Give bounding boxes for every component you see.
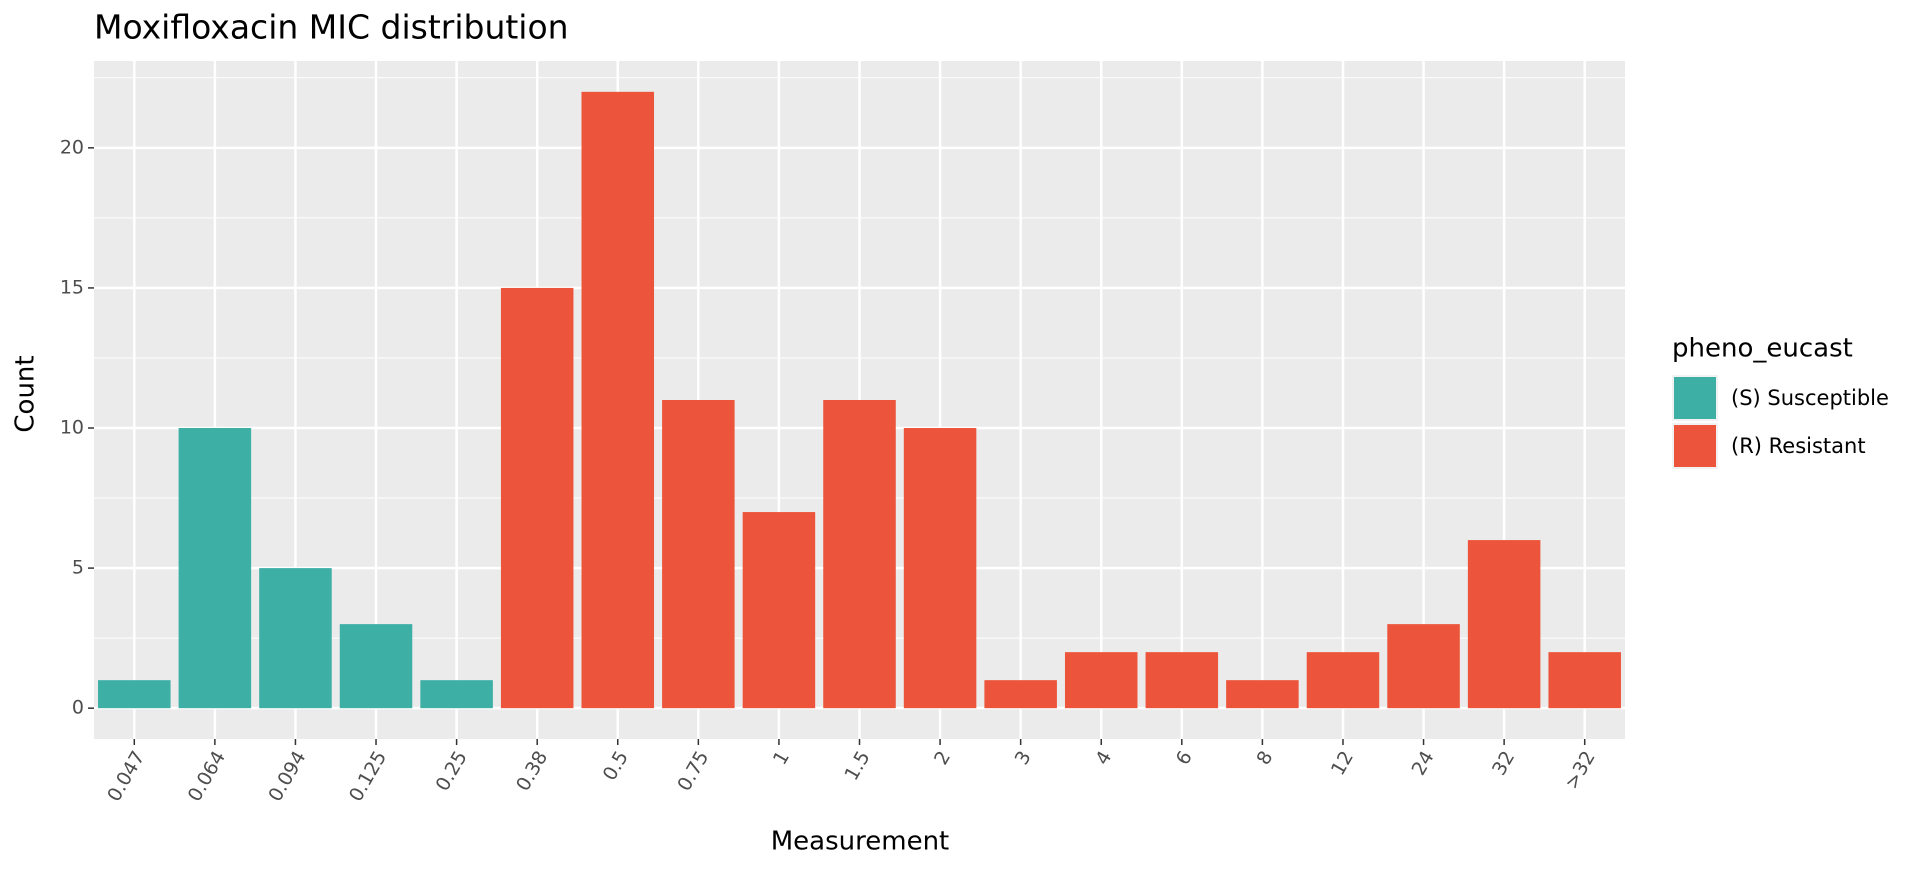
- bar: [1467, 540, 1541, 709]
- x-tick-label: 4: [1091, 747, 1116, 768]
- bar: [662, 400, 735, 709]
- x-tick-label: 6: [1172, 747, 1197, 768]
- bar: [339, 624, 413, 709]
- bar: [98, 680, 171, 709]
- y-tick-label: 5: [72, 557, 84, 579]
- x-tick-label: 1: [769, 747, 794, 768]
- bar: [1145, 652, 1219, 709]
- bar: [420, 680, 493, 709]
- bar: [742, 512, 816, 709]
- x-tick-label: 0.047: [103, 747, 149, 805]
- y-tick-label: 0: [72, 697, 84, 719]
- bar: [1226, 680, 1299, 709]
- legend-swatch: [1674, 425, 1716, 467]
- x-tick-label: >32: [1561, 747, 1600, 793]
- legend-title: pheno_eucast: [1672, 334, 1853, 364]
- y-axis-title: Count: [11, 355, 41, 432]
- x-tick-label: 32: [1488, 747, 1519, 779]
- legend-label: (R) Resistant: [1731, 434, 1866, 458]
- y-tick-label: 20: [60, 136, 84, 158]
- legend-swatch: [1674, 377, 1716, 419]
- x-axis-title: Measurement: [771, 827, 950, 857]
- bar: [178, 428, 252, 709]
- x-tick-label: 0.75: [673, 747, 713, 795]
- x-tick-label: 0.125: [345, 747, 391, 805]
- x-tick-label: 8: [1252, 747, 1277, 768]
- bar: [984, 680, 1057, 709]
- x-tick-label: 2: [930, 747, 955, 768]
- x-tick-label: 12: [1327, 747, 1358, 779]
- legend-label: (S) Susceptible: [1731, 386, 1889, 410]
- bar: [1548, 652, 1621, 709]
- x-tick-label: 0.38: [512, 747, 552, 795]
- x-tick-label: 0.064: [184, 747, 230, 805]
- bar: [823, 400, 896, 709]
- x-tick-label: 0.5: [599, 747, 633, 784]
- bar: [581, 91, 655, 709]
- bar: [1306, 652, 1380, 709]
- y-tick-label: 10: [60, 417, 84, 439]
- x-tick-label: 24: [1407, 747, 1438, 779]
- x-tick-label: 3: [1011, 747, 1036, 768]
- bar: [1387, 624, 1460, 709]
- x-tick-label: 0.094: [264, 747, 310, 805]
- chart-title: Moxifloxacin MIC distribution: [94, 8, 569, 47]
- bar: [903, 428, 977, 709]
- bar: [500, 287, 574, 709]
- x-tick-label: 0.25: [431, 747, 471, 795]
- x-tick-label: 1.5: [840, 747, 874, 784]
- y-tick-label: 15: [60, 276, 84, 298]
- bar: [259, 568, 332, 709]
- bar: [1064, 652, 1138, 709]
